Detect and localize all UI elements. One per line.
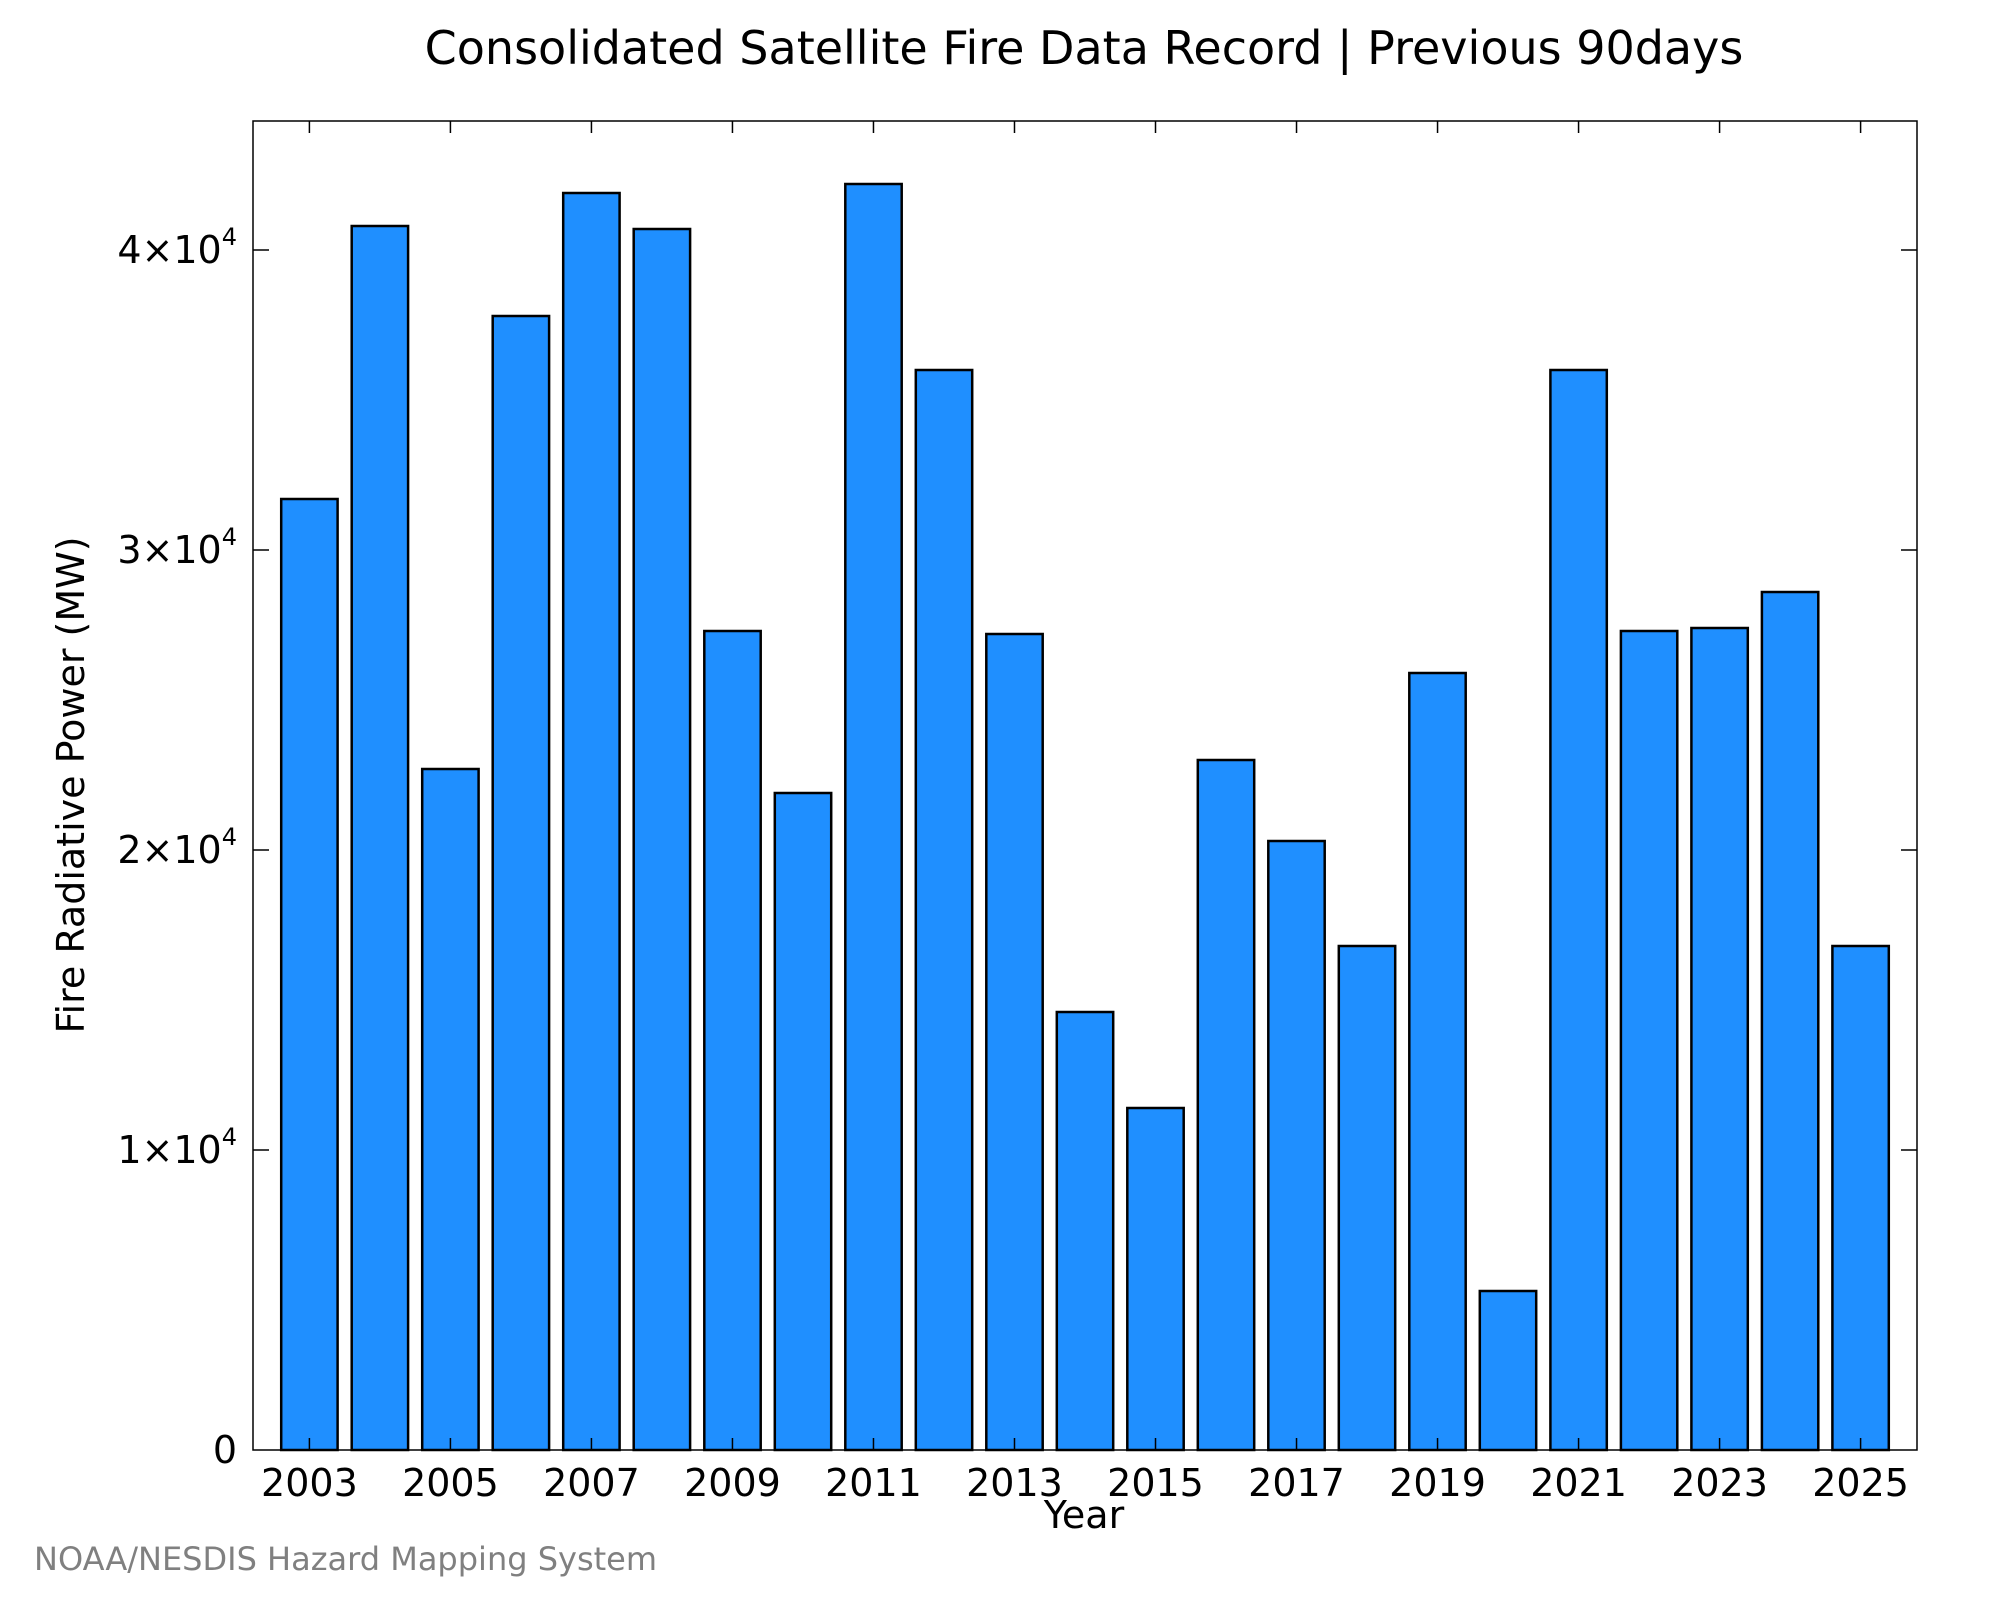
y-tick-label: 3×104 (117, 523, 237, 572)
y-tick-label: 0 (213, 1428, 237, 1472)
y-tick-label: 4×104 (117, 223, 237, 272)
bar-2017 (1267, 839, 1326, 1452)
bar-2009 (703, 629, 762, 1452)
y-tick-label: 1×104 (117, 1123, 237, 1172)
bar-2018 (1337, 944, 1397, 1452)
bar-2020 (1478, 1289, 1538, 1452)
x-tick-label: 2025 (1812, 1461, 1909, 1505)
bar-2019 (1408, 671, 1467, 1452)
bar-2022 (1619, 629, 1679, 1452)
bar-2004 (350, 224, 410, 1452)
x-tick-label: 2009 (684, 1461, 781, 1505)
bar-2010 (773, 791, 833, 1452)
bar-2012 (914, 368, 974, 1452)
x-tick-label: 2003 (261, 1461, 358, 1505)
bar-2008 (632, 227, 692, 1452)
y-axis-label: Fire Radiative Power (MW) (49, 536, 93, 1033)
y-axis: 0 1×104 2×104 3×104 4×104 (117, 223, 1917, 1472)
x-tick-label: 2015 (1107, 1461, 1204, 1505)
bar-2014 (1055, 1010, 1115, 1452)
plot-frame (252, 120, 1918, 1451)
x-tick-label: 2013 (966, 1461, 1063, 1505)
bar-2011 (844, 182, 903, 1452)
x-tick-label: 2021 (1530, 1461, 1627, 1505)
bar-2003 (279, 497, 339, 1452)
x-tick-label: 2011 (825, 1461, 922, 1505)
x-axis-label: Year (1043, 1493, 1125, 1537)
bar-2021 (1549, 368, 1609, 1452)
x-tick-label: 2005 (402, 1461, 499, 1505)
bar-2024 (1760, 590, 1820, 1452)
bar-2025 (1831, 944, 1891, 1452)
x-axis: 2003 2005 2007 2009 2011 2013 2015 2017 2019 2021… (261, 121, 1909, 1505)
bar-2005 (420, 767, 480, 1452)
bar-2006 (491, 314, 551, 1452)
bar-2013 (985, 632, 1044, 1452)
y-tick-label: 2×104 (117, 823, 237, 872)
bar-2023 (1690, 626, 1750, 1452)
chart-title: Consolidated Satellite Fire Data Record … (425, 21, 1744, 76)
x-tick-label: 2019 (1389, 1461, 1486, 1505)
x-tick-label: 2007 (543, 1461, 640, 1505)
source-note: NOAA/NESDIS Hazard Mapping System (34, 1540, 657, 1578)
bar-2007 (561, 191, 621, 1452)
x-tick-label: 2023 (1671, 1461, 1768, 1505)
x-tick-label: 2017 (1248, 1461, 1345, 1505)
bar-2015 (1126, 1106, 1185, 1452)
bar-2016 (1196, 758, 1256, 1452)
bars-group (279, 182, 1891, 1452)
